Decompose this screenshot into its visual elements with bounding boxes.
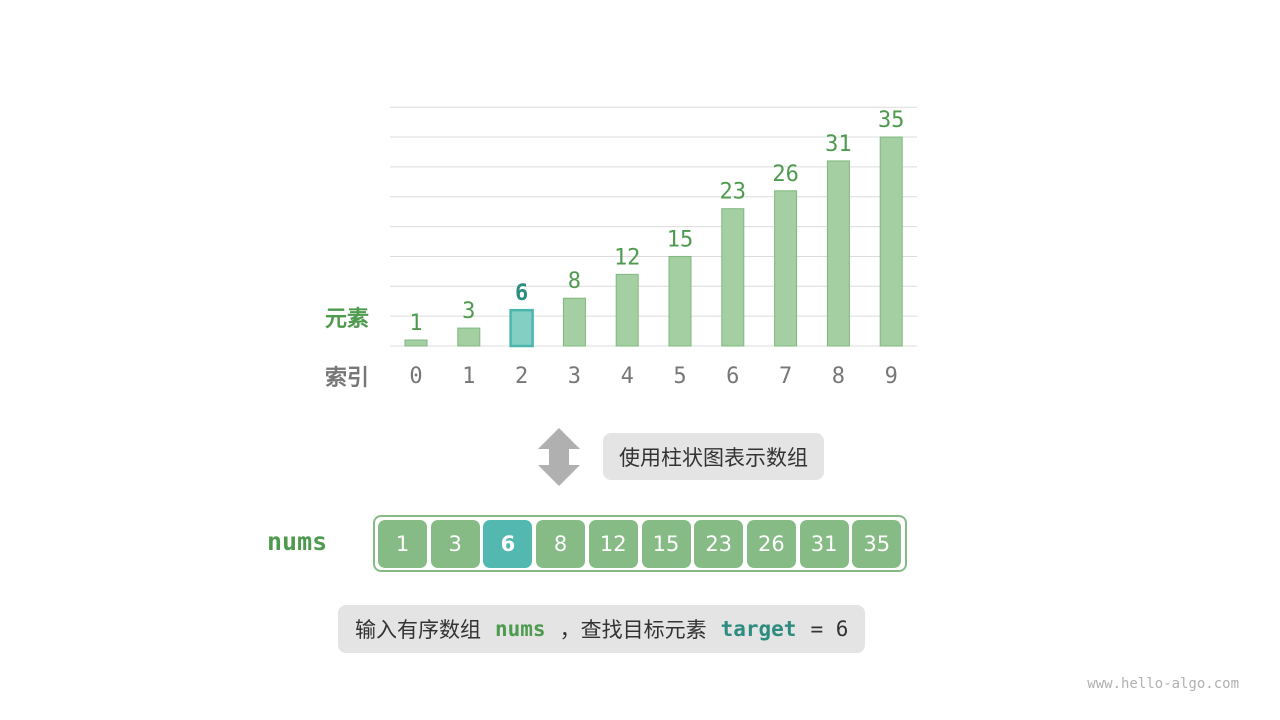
index-axis-label: 索引	[325, 366, 370, 391]
index-tick-label: 8	[832, 364, 845, 389]
array-cell: 8	[536, 520, 586, 568]
bar-value-label: 3	[462, 299, 475, 324]
array-container	[373, 515, 907, 572]
index-tick-label: 7	[779, 364, 792, 389]
bar	[668, 255, 692, 347]
bar	[721, 208, 745, 347]
bar	[615, 273, 639, 347]
bar-value-label: 12	[614, 245, 641, 270]
bar-value-label: 8	[568, 269, 581, 294]
bar-value-label: 1	[409, 311, 422, 336]
index-tick-label: 4	[621, 364, 634, 389]
index-tick-label: 1	[462, 364, 475, 389]
bar-value-label: 31	[825, 132, 852, 157]
array-cell: 26	[746, 520, 796, 568]
footer-watermark: www.hello-algo.com	[1087, 676, 1239, 692]
array-cell: 6	[483, 520, 533, 568]
array-cell: 31	[799, 520, 849, 568]
caption-target-value: = 6	[810, 617, 849, 641]
array-cell: 1	[378, 520, 427, 568]
index-tick-label: 5	[673, 364, 686, 389]
bar-value-label: 6	[515, 281, 528, 306]
chart-caption: 使用柱状图表示数组	[603, 433, 824, 480]
bar	[774, 190, 798, 347]
bar	[562, 297, 586, 347]
array-cell: 3	[430, 520, 480, 568]
index-tick-label: 0	[409, 364, 422, 389]
bar	[879, 136, 903, 347]
bar	[826, 160, 850, 347]
bar	[404, 339, 428, 347]
index-tick-label: 9	[885, 364, 898, 389]
index-tick-label: 6	[726, 364, 739, 389]
bar-value-label: 26	[772, 162, 799, 187]
problem-caption: 输入有序数组 nums ，查找目标元素 target = 6	[338, 605, 866, 653]
bar	[509, 308, 534, 348]
caption-var-nums: nums	[495, 617, 546, 641]
array-cell: 35	[852, 520, 902, 568]
index-tick-label: 3	[568, 364, 581, 389]
double-arrow-icon	[538, 428, 580, 486]
array-cell: 23	[694, 520, 744, 568]
bar	[457, 327, 481, 347]
array-cell: 15	[641, 520, 691, 568]
caption-var-target: target	[720, 617, 797, 641]
array-name: nums	[267, 527, 328, 556]
bar-value-label: 23	[720, 180, 747, 205]
array-cell: 12	[588, 520, 638, 568]
caption-mid: ，查找目标元素	[559, 618, 707, 642]
caption-prefix: 输入有序数组	[355, 618, 481, 642]
bar-value-label: 35	[878, 108, 905, 133]
bar-value-label: 15	[667, 227, 694, 252]
value-axis-label: 元素	[325, 307, 370, 332]
index-tick-label: 2	[515, 364, 528, 389]
